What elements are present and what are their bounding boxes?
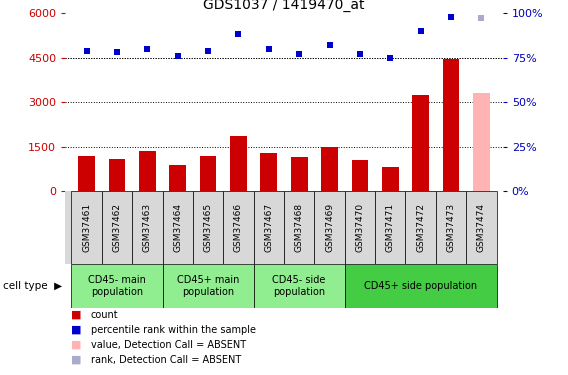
Bar [436, 191, 466, 264]
Bar [254, 264, 345, 308]
Bar [352, 160, 368, 191]
Bar [72, 191, 102, 264]
Text: ■: ■ [71, 325, 81, 335]
Text: GSM37463: GSM37463 [143, 203, 152, 252]
Bar [375, 191, 406, 264]
Bar [132, 191, 162, 264]
Text: ■: ■ [71, 355, 81, 365]
Text: GSM37468: GSM37468 [295, 203, 304, 252]
Bar [412, 95, 429, 191]
Bar [291, 157, 307, 191]
Bar [466, 191, 496, 264]
Bar [382, 168, 399, 191]
Text: GSM37464: GSM37464 [173, 203, 182, 252]
Text: count: count [91, 310, 119, 320]
Text: value, Detection Call = ABSENT: value, Detection Call = ABSENT [91, 340, 246, 350]
Bar [193, 191, 223, 264]
Bar [162, 264, 254, 308]
Bar [78, 156, 95, 191]
Bar [169, 165, 186, 191]
Bar [230, 136, 247, 191]
Bar [72, 264, 162, 308]
Text: GSM37474: GSM37474 [477, 203, 486, 252]
Bar [223, 191, 254, 264]
Bar [254, 191, 284, 264]
Text: CD45- main
population: CD45- main population [88, 275, 146, 297]
Bar [406, 191, 436, 264]
Bar [139, 151, 156, 191]
Text: GSM37466: GSM37466 [234, 203, 243, 252]
Text: GSM37469: GSM37469 [325, 203, 334, 252]
Text: GSM37462: GSM37462 [112, 203, 122, 252]
Text: GSM37473: GSM37473 [446, 203, 456, 252]
Bar [345, 191, 375, 264]
Text: ■: ■ [71, 310, 81, 320]
Text: GSM37461: GSM37461 [82, 203, 91, 252]
Bar [442, 59, 460, 191]
Text: ■: ■ [71, 340, 81, 350]
Title: GDS1037 / 1419470_at: GDS1037 / 1419470_at [203, 0, 365, 12]
Bar [321, 147, 338, 191]
Bar [284, 191, 314, 264]
Text: GSM37465: GSM37465 [203, 203, 212, 252]
Bar [108, 159, 126, 191]
Bar [102, 191, 132, 264]
Bar [162, 191, 193, 264]
Text: GSM37470: GSM37470 [356, 203, 365, 252]
Bar [314, 191, 345, 264]
Text: GSM37467: GSM37467 [264, 203, 273, 252]
Bar [473, 93, 490, 191]
Text: GSM37471: GSM37471 [386, 203, 395, 252]
Bar [345, 264, 496, 308]
Text: percentile rank within the sample: percentile rank within the sample [91, 325, 256, 335]
Text: cell type  ▶: cell type ▶ [3, 281, 62, 291]
Text: CD45+ side population: CD45+ side population [364, 281, 477, 291]
Text: rank, Detection Call = ABSENT: rank, Detection Call = ABSENT [91, 355, 241, 365]
Text: CD45- side
population: CD45- side population [273, 275, 326, 297]
Text: CD45+ main
population: CD45+ main population [177, 275, 239, 297]
Text: GSM37472: GSM37472 [416, 203, 425, 252]
Bar [261, 153, 277, 191]
Bar [200, 156, 216, 191]
